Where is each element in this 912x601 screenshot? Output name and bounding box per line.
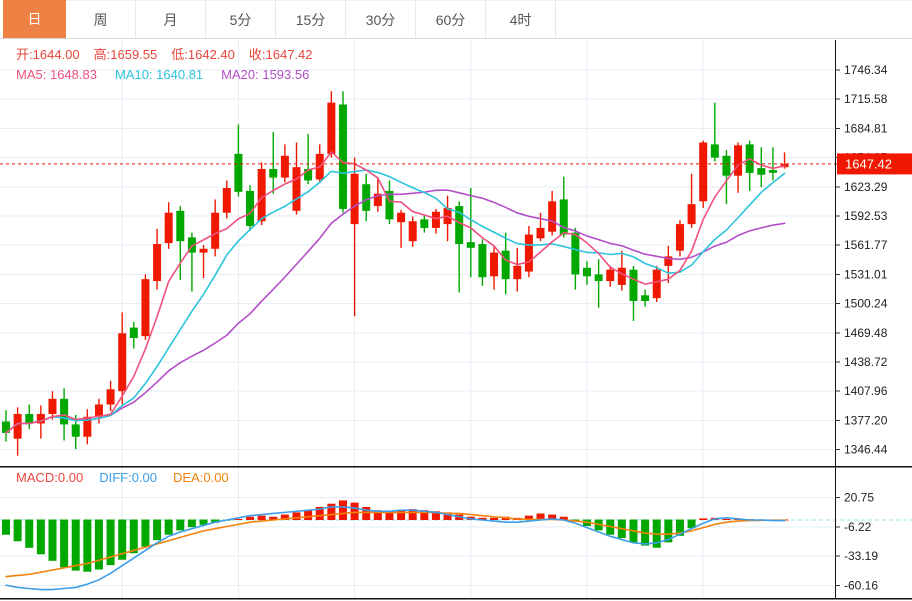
macd-value: 0.00 bbox=[57, 470, 84, 485]
svg-text:1500.24: 1500.24 bbox=[844, 297, 888, 311]
svg-text:1377.20: 1377.20 bbox=[844, 413, 888, 427]
ma10-value: 1640.81 bbox=[156, 67, 204, 82]
ma20-pair: MA20: 1593.56 bbox=[221, 67, 309, 83]
dea-label: DEA: bbox=[173, 470, 204, 485]
ma10-line bbox=[5, 169, 786, 434]
ma20-label: MA20: bbox=[221, 67, 263, 82]
low-value: 1642.40 bbox=[187, 47, 235, 62]
ma5-line bbox=[5, 151, 786, 434]
diff-line bbox=[5, 506, 786, 591]
ma-info: MA5: 1648.83 MA10: 1640.81 MA20: 1593.56 bbox=[16, 67, 309, 83]
dea-value: 0.00 bbox=[203, 470, 229, 485]
tab-60min[interactable]: 60分 bbox=[416, 0, 486, 38]
high-value: 1659.55 bbox=[110, 47, 158, 62]
svg-text:20.75: 20.75 bbox=[844, 490, 874, 504]
open-pair: 开:1644.00 bbox=[16, 47, 80, 63]
tab-week[interactable]: 周 bbox=[66, 0, 136, 38]
timeframe-tabs: 日 周 月 5分 15分 30分 60分 4时 bbox=[0, 0, 912, 39]
tab-15min[interactable]: 15分 bbox=[276, 0, 346, 38]
macd-pair: MACD:0.00 bbox=[16, 470, 83, 486]
macd-info: MACD:0.00 DIFF:0.00 DEA:0.00 bbox=[16, 470, 229, 486]
svg-text:1746.34: 1746.34 bbox=[844, 63, 888, 77]
low-pair: 低:1642.40 bbox=[171, 47, 235, 63]
tab-day[interactable]: 日 bbox=[3, 0, 66, 38]
open-value: 1644.00 bbox=[32, 47, 80, 62]
diff-label: DIFF: bbox=[99, 470, 132, 485]
low-label: 低: bbox=[171, 47, 188, 62]
tab-5min[interactable]: 5分 bbox=[206, 0, 276, 38]
svg-text:-33.19: -33.19 bbox=[844, 549, 878, 563]
svg-text:1438.72: 1438.72 bbox=[844, 355, 888, 369]
close-value: 1647.42 bbox=[265, 47, 313, 62]
svg-text:1592.53: 1592.53 bbox=[844, 209, 888, 223]
ma5-label: MA5: bbox=[16, 67, 50, 82]
open-label: 开: bbox=[16, 47, 33, 62]
diff-pair: DIFF:0.00 bbox=[99, 470, 157, 486]
gridlines bbox=[0, 40, 835, 599]
svg-text:1647.42: 1647.42 bbox=[845, 156, 892, 171]
svg-text:1561.77: 1561.77 bbox=[844, 238, 888, 252]
ohlc-info: 开:1644.00 高:1659.55 低:1642.40 收:1647.42 bbox=[16, 47, 313, 63]
svg-text:1407.96: 1407.96 bbox=[844, 384, 888, 398]
close-pair: 收:1647.42 bbox=[249, 47, 313, 63]
high-pair: 高:1659.55 bbox=[94, 47, 158, 63]
svg-text:1684.81: 1684.81 bbox=[844, 121, 888, 135]
close-label: 收: bbox=[248, 47, 266, 62]
ma10-pair: MA10: 1640.81 bbox=[115, 67, 203, 83]
tabbar-filler bbox=[556, 0, 912, 38]
diff-value: 0.00 bbox=[131, 470, 158, 485]
tab-30min[interactable]: 30分 bbox=[346, 0, 416, 38]
macd-label: MACD: bbox=[16, 470, 58, 485]
tab-4hour[interactable]: 4时 bbox=[486, 0, 556, 38]
svg-text:1346.44: 1346.44 bbox=[844, 443, 888, 457]
dea-line bbox=[5, 511, 786, 578]
high-label: 高: bbox=[93, 47, 111, 62]
svg-text:1715.58: 1715.58 bbox=[844, 92, 888, 106]
candles-layer bbox=[2, 91, 789, 456]
price-badge: 1647.42 bbox=[837, 153, 912, 175]
svg-text:-60.16: -60.16 bbox=[844, 578, 878, 592]
tab-month[interactable]: 月 bbox=[136, 0, 206, 38]
y-axis-labels: 1746.341715.581684.811654.051623.291592.… bbox=[835, 63, 888, 592]
ma5-pair: MA5: 1648.83 bbox=[16, 67, 97, 83]
svg-text:1469.48: 1469.48 bbox=[844, 326, 888, 340]
svg-text:1531.01: 1531.01 bbox=[844, 267, 888, 281]
ma20-value: 1593.56 bbox=[262, 67, 310, 82]
svg-text:-6.22: -6.22 bbox=[844, 520, 872, 534]
ma20-line bbox=[5, 189, 786, 434]
ma5-value: 1648.83 bbox=[49, 67, 97, 82]
ma10-label: MA10: bbox=[114, 67, 157, 82]
dea-pair: DEA:0.00 bbox=[173, 470, 229, 486]
svg-text:1623.29: 1623.29 bbox=[844, 180, 888, 194]
